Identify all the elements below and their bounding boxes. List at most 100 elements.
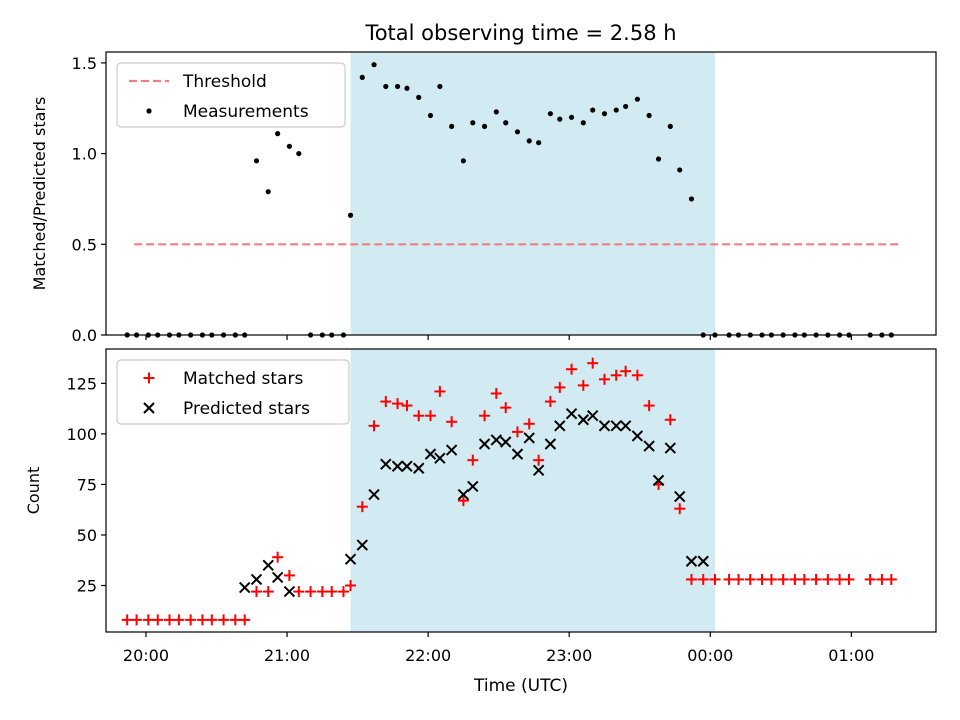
data-point: [142, 614, 154, 626]
data-point: [446, 416, 458, 428]
data-point: [587, 410, 599, 422]
data-point: [646, 112, 652, 119]
data-point: [344, 553, 357, 565]
data-point: [544, 396, 556, 408]
data-point: [643, 440, 655, 452]
data-point: [613, 107, 619, 113]
data-point: [685, 573, 697, 585]
data-point: [250, 586, 262, 598]
data-point: [610, 369, 622, 381]
data-point: [434, 385, 446, 397]
y-tick-label: 75: [77, 475, 97, 494]
data-point: [514, 129, 521, 135]
data-point: [885, 573, 897, 585]
data-point: [674, 490, 686, 503]
data-point: [316, 586, 328, 598]
data-point: [392, 398, 404, 410]
legend-box: [116, 359, 350, 425]
data-point: [250, 573, 263, 586]
data-point: [580, 120, 586, 126]
data-point: [777, 573, 789, 585]
data-point: [253, 158, 260, 164]
data-point: [345, 580, 357, 592]
data-point: [554, 420, 566, 432]
legend-box: [116, 62, 346, 128]
data-point: [457, 488, 470, 501]
data-point: [587, 357, 599, 369]
x-axis-label: Time (UTC): [473, 676, 568, 696]
data-point: [834, 573, 846, 585]
data-point: [239, 581, 251, 594]
data-point: [262, 586, 274, 598]
data-point: [688, 196, 695, 202]
y-tick-label: 100: [66, 425, 97, 444]
data-point: [864, 573, 876, 585]
data-point: [305, 586, 317, 598]
legend-item: Threshold: [129, 72, 267, 92]
data-point: [368, 420, 380, 432]
data-point: [598, 373, 610, 385]
data-point: [685, 555, 698, 567]
data-point: [368, 488, 380, 501]
y-tick-label: 0.5: [72, 235, 97, 254]
bottom-panel: 25 50 75 100 125 20:00 21:00 22:00 23:00 00:00 01:…: [24, 348, 937, 665]
x-tick-label: 23:00: [546, 646, 592, 665]
y-tick-label: 1.5: [72, 54, 97, 73]
legend-label: Threshold: [182, 72, 267, 92]
data-point: [723, 573, 735, 585]
data-point: [697, 573, 709, 585]
data-point: [196, 614, 208, 626]
data-point: [467, 454, 479, 466]
data-point: [262, 559, 274, 571]
y-tick-label: 1.0: [72, 145, 97, 164]
data-point: [554, 381, 566, 393]
data-point: [536, 140, 542, 146]
data-point: [467, 480, 479, 493]
data-point: [283, 569, 295, 581]
data-point: [383, 83, 389, 90]
data-point: [810, 573, 822, 585]
axes-frame: [105, 348, 937, 633]
y-tick-label: 25: [77, 577, 97, 596]
data-point: [401, 460, 413, 472]
data-point: [173, 614, 185, 626]
data-point: [478, 438, 491, 450]
data-point: [347, 212, 354, 218]
data-point: [565, 407, 578, 420]
data-point: [664, 414, 676, 426]
data-point: [293, 586, 305, 598]
data-point: [356, 501, 368, 513]
legend: Threshold Measurements: [116, 62, 346, 128]
data-point: [206, 614, 218, 626]
data-point: [152, 614, 164, 626]
data-point: [239, 614, 251, 626]
data-point: [457, 495, 469, 507]
data-point: [449, 123, 455, 129]
data-point: [265, 189, 271, 195]
data-point: [568, 114, 575, 120]
data-point: [337, 586, 349, 598]
data-point: [286, 143, 292, 149]
data-point: [523, 418, 535, 430]
y-axis-label: Count: [24, 467, 43, 515]
data-point: [326, 586, 338, 598]
data-point: [272, 551, 284, 563]
data-point: [229, 614, 241, 626]
data-point: [843, 573, 855, 585]
data-point: [490, 434, 503, 446]
data-point: [275, 131, 281, 137]
data-point: [697, 555, 709, 567]
data-point: [470, 120, 476, 126]
data-point: [623, 103, 629, 110]
y-axis-label: Matched/Predicted stars: [30, 97, 49, 291]
legend-swatch: [143, 372, 155, 384]
observing-window: [350, 52, 715, 335]
data-point: [460, 158, 466, 164]
series-measurements: [124, 62, 894, 338]
data-point: [356, 539, 368, 551]
legend-label: Measurements: [183, 102, 309, 122]
data-point: [359, 74, 365, 80]
data-point: [404, 85, 410, 91]
data-point: [652, 474, 665, 487]
data-point: [643, 400, 655, 412]
